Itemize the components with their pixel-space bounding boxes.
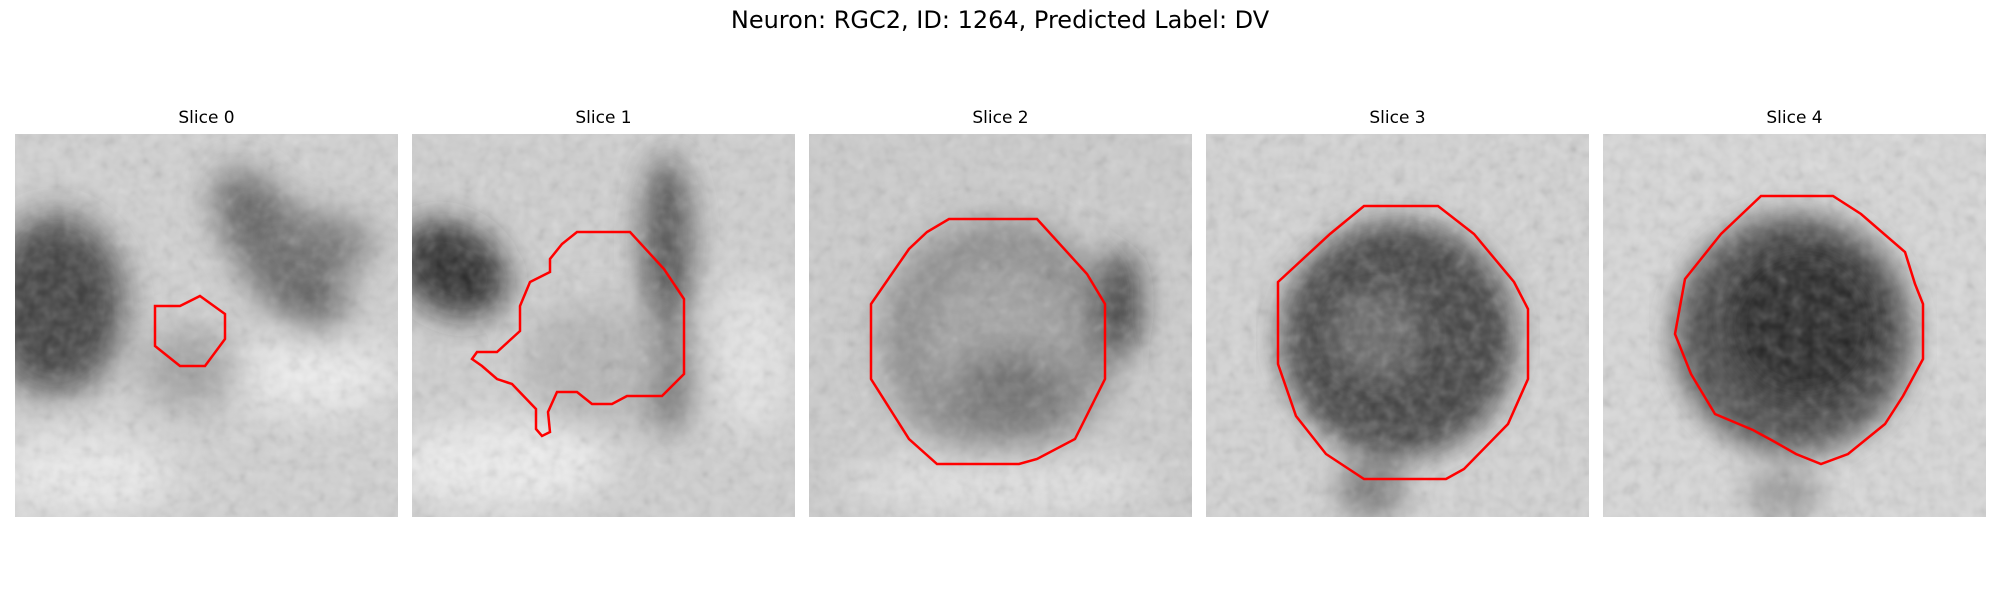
slice-title-4: Slice 4 [1603,108,1986,128]
slice-panel-3: Slice 3 [1206,134,1589,517]
image-texture [15,134,398,517]
slice-title-1: Slice 1 [412,108,795,128]
image-texture [809,134,1192,517]
slice-image-1 [412,134,795,517]
slice-image-2 [809,134,1192,517]
slice-image-4 [1603,134,1986,517]
slice-title-2: Slice 2 [809,108,1192,128]
image-texture [1206,134,1589,517]
slice-panel-2: Slice 2 [809,134,1192,517]
slice-panel-0: Slice 0 [15,134,398,517]
slice-image-0 [15,134,398,517]
slice-title-3: Slice 3 [1206,108,1589,128]
slice-title-0: Slice 0 [15,108,398,128]
image-texture [412,134,795,517]
figure-title: Neuron: RGC2, ID: 1264, Predicted Label:… [0,6,2000,34]
image-texture [1603,134,1986,517]
slice-image-3 [1206,134,1589,517]
slice-panel-1: Slice 1 [412,134,795,517]
slice-panel-4: Slice 4 [1603,134,1986,517]
